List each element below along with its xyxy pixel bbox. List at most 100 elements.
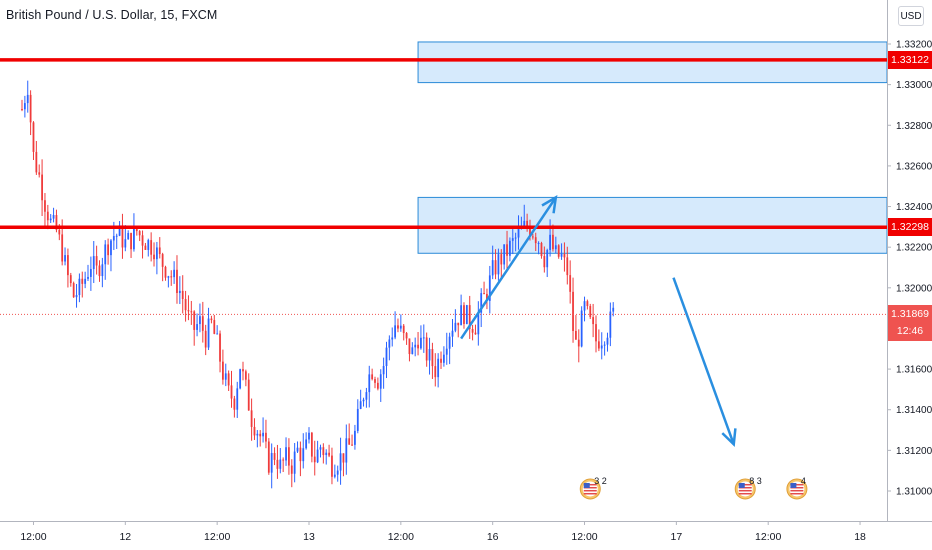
candle	[199, 303, 201, 333]
candle	[204, 324, 207, 356]
zone-upper[interactable]	[417, 41, 888, 84]
candle	[313, 440, 316, 476]
candle	[290, 459, 293, 488]
candle	[164, 265, 167, 281]
candle	[35, 140, 38, 175]
candle	[448, 332, 451, 365]
candle	[411, 342, 414, 355]
candle	[130, 232, 132, 258]
candle	[227, 370, 230, 392]
event-marker-label: 3 2	[594, 476, 607, 486]
candle	[597, 329, 600, 352]
candle	[376, 377, 379, 391]
candle	[138, 230, 141, 242]
candle	[351, 434, 353, 446]
candle	[603, 341, 606, 356]
candle	[339, 437, 342, 485]
candle	[322, 443, 325, 464]
y-tick-label: 1.31400	[896, 405, 932, 416]
event-markers[interactable]: 3 2 8 3 4	[579, 476, 808, 500]
candle	[236, 381, 239, 418]
x-tick-label: 17	[671, 531, 683, 543]
candle	[399, 314, 402, 332]
x-tick-label: 12:00	[204, 531, 230, 543]
candle	[595, 315, 597, 353]
candle	[454, 309, 457, 333]
candle	[92, 241, 95, 284]
time-axis[interactable]	[0, 521, 932, 550]
candle	[184, 290, 187, 322]
candle	[348, 423, 351, 445]
candle	[41, 159, 43, 217]
candle	[331, 447, 333, 485]
candle	[540, 241, 543, 259]
candle	[420, 325, 422, 350]
candle	[29, 90, 32, 136]
candle	[434, 353, 437, 387]
candle	[23, 95, 26, 118]
candle	[359, 389, 362, 410]
price-axis[interactable]	[887, 0, 932, 550]
y-tick-label: 1.33200	[896, 40, 932, 51]
currency-button[interactable]: USD	[898, 6, 924, 26]
event-marker[interactable]: 3 2	[579, 476, 607, 500]
candle	[491, 245, 494, 280]
candle	[308, 427, 310, 444]
candle	[21, 99, 23, 112]
candle	[391, 327, 394, 347]
candle	[127, 230, 130, 240]
event-marker[interactable]: 4	[786, 476, 808, 500]
candle	[64, 247, 66, 266]
current-price-tag: 1.31869 12:46	[888, 305, 932, 342]
zone-lower[interactable]	[417, 196, 888, 254]
candle	[84, 271, 87, 289]
candle	[144, 242, 147, 250]
candle	[325, 449, 328, 465]
candle	[299, 441, 302, 477]
candle	[124, 225, 127, 252]
candle	[87, 264, 89, 282]
candle	[32, 121, 35, 161]
candle	[256, 430, 259, 448]
candle	[531, 233, 534, 240]
y-tick-label: 1.33000	[896, 80, 932, 91]
candle	[575, 315, 577, 340]
candle	[583, 296, 586, 322]
candle	[115, 233, 118, 249]
candle	[233, 395, 236, 418]
arrows[interactable]	[460, 195, 737, 447]
candle	[319, 444, 322, 458]
candle	[78, 273, 81, 303]
candle	[207, 307, 210, 351]
candle	[442, 346, 445, 367]
candle	[569, 260, 572, 304]
event-marker[interactable]: 8 3	[734, 476, 762, 500]
candle	[514, 232, 517, 252]
arrow-down[interactable]	[672, 277, 737, 447]
candle	[46, 204, 49, 230]
arrow-up[interactable]	[460, 195, 558, 340]
candle	[296, 441, 299, 453]
candle	[288, 438, 290, 475]
zones[interactable]	[417, 41, 888, 254]
y-tick-label: 1.31000	[896, 487, 932, 498]
candle	[362, 397, 365, 407]
candle	[201, 301, 204, 343]
candle	[365, 387, 368, 408]
y-tick-label: 1.31200	[896, 446, 932, 457]
y-tick-label: 1.32200	[896, 243, 932, 254]
candle	[511, 229, 514, 255]
levels[interactable]	[0, 58, 887, 315]
candle	[173, 261, 176, 284]
candle	[222, 349, 224, 385]
candle	[600, 332, 603, 360]
x-tick-label: 12	[119, 531, 131, 543]
candle	[26, 80, 29, 113]
candle	[193, 310, 196, 346]
candle	[230, 370, 233, 408]
candle	[196, 313, 198, 337]
candle	[110, 239, 112, 272]
candle	[488, 265, 491, 314]
